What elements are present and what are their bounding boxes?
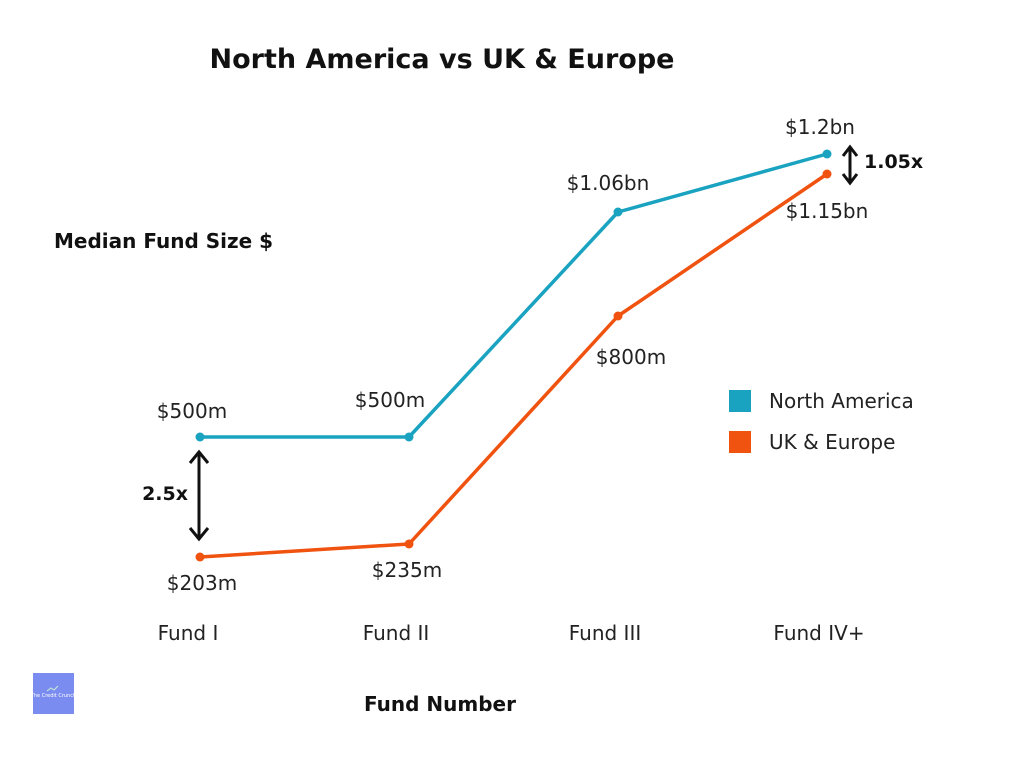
ratio-annotation-fund-i: 2.5x	[142, 449, 210, 542]
data-point-north-america-fund-ii	[404, 432, 414, 442]
legend-label-north-america: North America	[769, 389, 914, 413]
logo-badge	[33, 673, 74, 714]
data-point-uk-europe-fund-i	[195, 552, 205, 562]
data-label-uk-europe-fund-iii: $800m	[596, 345, 666, 369]
x-axis-title: Fund Number	[364, 692, 516, 716]
data-label-north-america-fund-iv: $1.2bn	[785, 115, 855, 139]
x-tick-fund-iii: Fund III	[569, 621, 642, 645]
data-label-north-america-fund-i: $500m	[157, 399, 227, 423]
x-tick-labels: Fund I Fund II Fund III Fund IV+	[158, 621, 865, 645]
series-points	[195, 149, 832, 562]
legend-swatch-uk-europe	[729, 431, 751, 453]
x-tick-fund-i: Fund I	[158, 621, 219, 645]
data-label-north-america-fund-ii: $500m	[355, 388, 425, 412]
x-tick-fund-iv: Fund IV+	[773, 621, 864, 645]
data-point-uk-europe-fund-iv	[822, 169, 832, 179]
data-point-north-america-fund-i	[195, 432, 205, 442]
x-tick-fund-ii: Fund II	[363, 621, 430, 645]
data-label-north-america-fund-iii: $1.06bn	[567, 171, 650, 195]
logo-trend-icon	[46, 685, 59, 692]
chart-title: North America vs UK & Europe	[210, 44, 675, 75]
legend-label-uk-europe: UK & Europe	[769, 430, 895, 454]
credit-crunch-logo: The Credit Crunch	[30, 673, 76, 714]
data-label-uk-europe-fund-iv: $1.15bn	[786, 199, 869, 223]
data-point-north-america-fund-iii	[613, 207, 623, 217]
ratio-label-fund-i: 2.5x	[142, 483, 188, 505]
series-lines	[199, 152, 828, 559]
data-point-north-america-fund-iv	[822, 149, 832, 159]
data-labels: $500m $500m $1.06bn $1.2bn $203m $235m $800m $1…	[157, 115, 869, 595]
data-point-uk-europe-fund-iii	[613, 311, 623, 321]
data-point-uk-europe-fund-ii	[404, 539, 414, 549]
arrow-down-head	[188, 527, 210, 542]
arrow-up-head	[188, 449, 210, 464]
logo-text: The Credit Crunch	[30, 693, 76, 699]
arrow-up-head	[841, 144, 859, 157]
y-axis-title: Median Fund Size $	[54, 229, 273, 253]
data-label-uk-europe-fund-i: $203m	[167, 571, 237, 595]
legend: North America UK & Europe	[729, 389, 914, 454]
series-line-uk-europe	[199, 172, 828, 559]
ratio-label-fund-iv: 1.05x	[864, 151, 923, 173]
ratio-annotation-fund-iv: 1.05x	[841, 144, 923, 186]
data-label-uk-europe-fund-ii: $235m	[372, 558, 442, 582]
arrow-down-head	[841, 173, 859, 186]
legend-swatch-north-america	[729, 390, 751, 412]
series-line-north-america	[200, 152, 828, 439]
